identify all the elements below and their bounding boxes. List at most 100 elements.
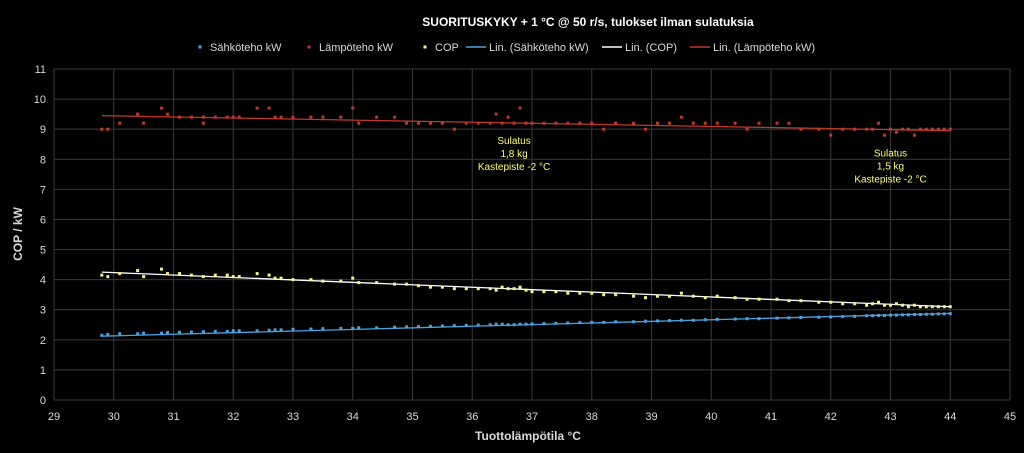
data-point xyxy=(136,332,140,336)
data-point xyxy=(231,275,235,279)
data-point xyxy=(912,313,916,317)
data-point xyxy=(906,127,910,131)
data-point xyxy=(142,121,146,125)
data-point xyxy=(512,323,516,327)
data-point xyxy=(679,115,683,119)
data-point xyxy=(554,321,558,325)
data-point xyxy=(948,312,952,316)
data-point xyxy=(440,324,444,328)
data-point xyxy=(201,330,205,334)
data-point xyxy=(871,314,875,318)
data-point xyxy=(578,291,582,295)
x-tick-label: 43 xyxy=(884,411,896,423)
data-point xyxy=(476,323,480,327)
data-point xyxy=(655,319,659,323)
data-point xyxy=(201,115,205,119)
data-point xyxy=(201,121,205,125)
data-point xyxy=(745,127,749,131)
data-point xyxy=(691,318,695,322)
data-point xyxy=(667,121,671,125)
y-tick-label: 8 xyxy=(40,154,46,166)
data-point xyxy=(136,112,140,116)
data-point xyxy=(614,121,618,125)
data-point xyxy=(530,121,534,125)
data-point xyxy=(464,323,468,327)
data-point xyxy=(225,273,229,277)
data-point xyxy=(255,272,259,276)
data-point xyxy=(883,133,887,137)
legend-marker xyxy=(307,45,311,49)
data-point xyxy=(918,313,922,317)
data-point xyxy=(177,272,181,276)
data-point xyxy=(644,296,648,300)
data-point xyxy=(237,275,241,279)
data-point xyxy=(936,127,940,131)
data-point xyxy=(213,115,217,119)
x-tick-label: 37 xyxy=(526,411,538,423)
data-point xyxy=(518,322,522,326)
x-tick-label: 31 xyxy=(167,411,179,423)
data-point xyxy=(177,330,181,334)
data-point xyxy=(100,333,104,337)
data-point xyxy=(614,320,618,324)
data-point xyxy=(225,115,229,119)
data-point xyxy=(602,293,606,297)
data-point xyxy=(799,316,803,320)
data-point xyxy=(912,133,916,137)
data-point xyxy=(166,112,170,116)
data-point xyxy=(189,273,193,277)
data-point xyxy=(428,324,432,328)
data-point xyxy=(309,278,313,282)
y-tick-label: 3 xyxy=(40,305,46,317)
data-point xyxy=(871,302,875,306)
data-point xyxy=(799,127,803,131)
data-point xyxy=(500,121,504,125)
data-point xyxy=(894,313,898,317)
legend-label: Lin. (Sähköteho kW) xyxy=(489,42,589,54)
data-point xyxy=(554,290,558,294)
data-point xyxy=(160,267,164,271)
data-point xyxy=(488,121,492,125)
data-points xyxy=(100,106,952,337)
data-point xyxy=(237,115,241,119)
data-point xyxy=(405,282,409,286)
data-point xyxy=(321,279,325,283)
data-point xyxy=(775,121,779,125)
annotation-text: Kastepiste -2 °C xyxy=(478,162,550,173)
data-point xyxy=(590,121,594,125)
data-point xyxy=(894,130,898,134)
data-point xyxy=(273,115,277,119)
series-0 xyxy=(100,106,952,137)
data-point xyxy=(745,297,749,301)
data-point xyxy=(655,294,659,298)
data-point xyxy=(106,275,110,279)
data-point xyxy=(452,324,456,328)
data-point xyxy=(106,332,110,336)
data-point xyxy=(393,325,397,329)
x-tick-label: 45 xyxy=(1004,411,1016,423)
data-point xyxy=(530,290,534,294)
data-point xyxy=(494,288,498,292)
data-point xyxy=(667,319,671,323)
data-point xyxy=(787,299,791,303)
data-point xyxy=(506,323,510,327)
data-point xyxy=(255,106,259,110)
data-point xyxy=(817,127,821,131)
data-point xyxy=(644,319,648,323)
data-point xyxy=(375,115,379,119)
x-tick-label: 33 xyxy=(287,411,299,423)
data-point xyxy=(667,294,671,298)
data-point xyxy=(542,121,546,125)
data-point xyxy=(291,278,295,282)
data-point xyxy=(375,326,379,330)
legend-label: COP xyxy=(435,42,459,54)
data-point xyxy=(279,115,283,119)
data-point xyxy=(142,275,146,279)
legend-label: Sähköteho kW xyxy=(210,42,282,54)
data-point xyxy=(775,297,779,301)
series-1 xyxy=(100,267,952,309)
data-point xyxy=(201,275,205,279)
data-point xyxy=(918,127,922,131)
data-point xyxy=(817,300,821,304)
